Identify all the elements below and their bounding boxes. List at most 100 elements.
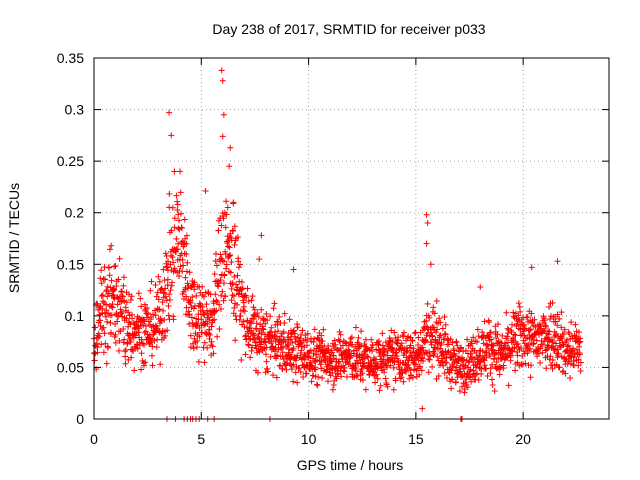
data-point — [170, 316, 177, 323]
data-point — [261, 316, 268, 323]
data-point — [484, 372, 491, 379]
data-point — [493, 334, 500, 341]
data-point — [127, 339, 134, 346]
data-point — [290, 361, 297, 368]
data-point — [576, 343, 583, 350]
data-point — [92, 324, 99, 331]
data-point — [191, 286, 198, 293]
data-point — [95, 334, 102, 341]
data-point — [374, 361, 381, 368]
data-point — [489, 382, 496, 389]
data-point — [161, 316, 168, 323]
data-point — [411, 360, 418, 367]
y-tick-labels: 0 0.05 0.1 0.15 0.2 0.25 0.3 0.35 — [57, 50, 84, 427]
data-point — [376, 387, 383, 394]
data-point — [220, 215, 227, 222]
data-point — [165, 312, 172, 319]
data-point — [160, 307, 167, 314]
data-point — [234, 284, 241, 291]
data-point — [390, 364, 397, 371]
data-point — [358, 342, 365, 349]
data-point — [175, 225, 182, 232]
data-point — [400, 378, 407, 385]
data-point — [496, 371, 503, 378]
data-point — [480, 340, 487, 347]
data-point — [115, 312, 122, 319]
data-point — [464, 384, 471, 391]
data-point — [235, 264, 242, 271]
data-point — [500, 362, 507, 369]
data-point — [478, 371, 485, 378]
data-point — [222, 265, 229, 272]
data-point — [324, 378, 331, 385]
data-point — [240, 303, 247, 310]
data-point — [237, 261, 244, 268]
data-point — [219, 133, 226, 140]
data-point — [438, 339, 445, 346]
data-point — [364, 353, 371, 360]
data-point — [339, 342, 346, 349]
data-point — [298, 347, 305, 354]
data-point — [238, 356, 245, 363]
data-point — [473, 363, 480, 370]
data-point — [443, 374, 450, 381]
data-point — [568, 348, 575, 355]
data-point — [423, 318, 430, 325]
data-point — [422, 337, 429, 344]
data-point — [162, 332, 169, 339]
data-point — [147, 287, 154, 294]
data-point — [290, 266, 297, 273]
data-point — [391, 359, 398, 366]
data-point — [515, 318, 522, 325]
data-point — [279, 349, 286, 356]
data-point — [539, 341, 546, 348]
data-point — [301, 356, 308, 363]
data-point — [400, 329, 407, 336]
data-point — [381, 345, 388, 352]
data-point — [567, 374, 574, 381]
data-point — [288, 366, 295, 373]
data-point — [464, 336, 471, 343]
data-point — [241, 308, 248, 315]
data-point — [496, 339, 503, 346]
data-point — [223, 261, 230, 268]
data-point — [203, 301, 210, 308]
data-point — [94, 300, 101, 307]
data-point — [409, 337, 416, 344]
data-point — [439, 325, 446, 332]
data-point — [337, 338, 344, 345]
data-point — [141, 329, 148, 336]
data-point — [251, 313, 258, 320]
data-point — [472, 371, 479, 378]
data-point — [449, 376, 456, 383]
data-point — [195, 358, 202, 365]
data-point — [119, 293, 126, 300]
data-point — [182, 284, 189, 291]
data-point — [141, 341, 148, 348]
data-point — [157, 361, 164, 368]
data-point — [327, 354, 334, 361]
data-point — [377, 353, 384, 360]
data-point — [107, 319, 114, 326]
data-point — [473, 338, 480, 345]
data-point — [325, 342, 332, 349]
data-point — [112, 339, 119, 346]
data-point — [467, 366, 474, 373]
data-point — [190, 305, 197, 312]
data-point — [225, 243, 232, 250]
data-point — [220, 280, 227, 287]
data-point — [116, 337, 123, 344]
data-point — [279, 365, 286, 372]
data-point — [164, 327, 171, 334]
data-point — [216, 301, 223, 308]
data-point — [127, 296, 134, 303]
data-point — [179, 238, 186, 245]
data-point — [424, 220, 431, 227]
data-point — [187, 344, 194, 351]
data-point — [184, 280, 191, 287]
data-point — [571, 354, 578, 361]
data-point — [477, 283, 484, 290]
data-point — [570, 345, 577, 352]
data-point — [358, 328, 365, 335]
data-point — [552, 318, 559, 325]
